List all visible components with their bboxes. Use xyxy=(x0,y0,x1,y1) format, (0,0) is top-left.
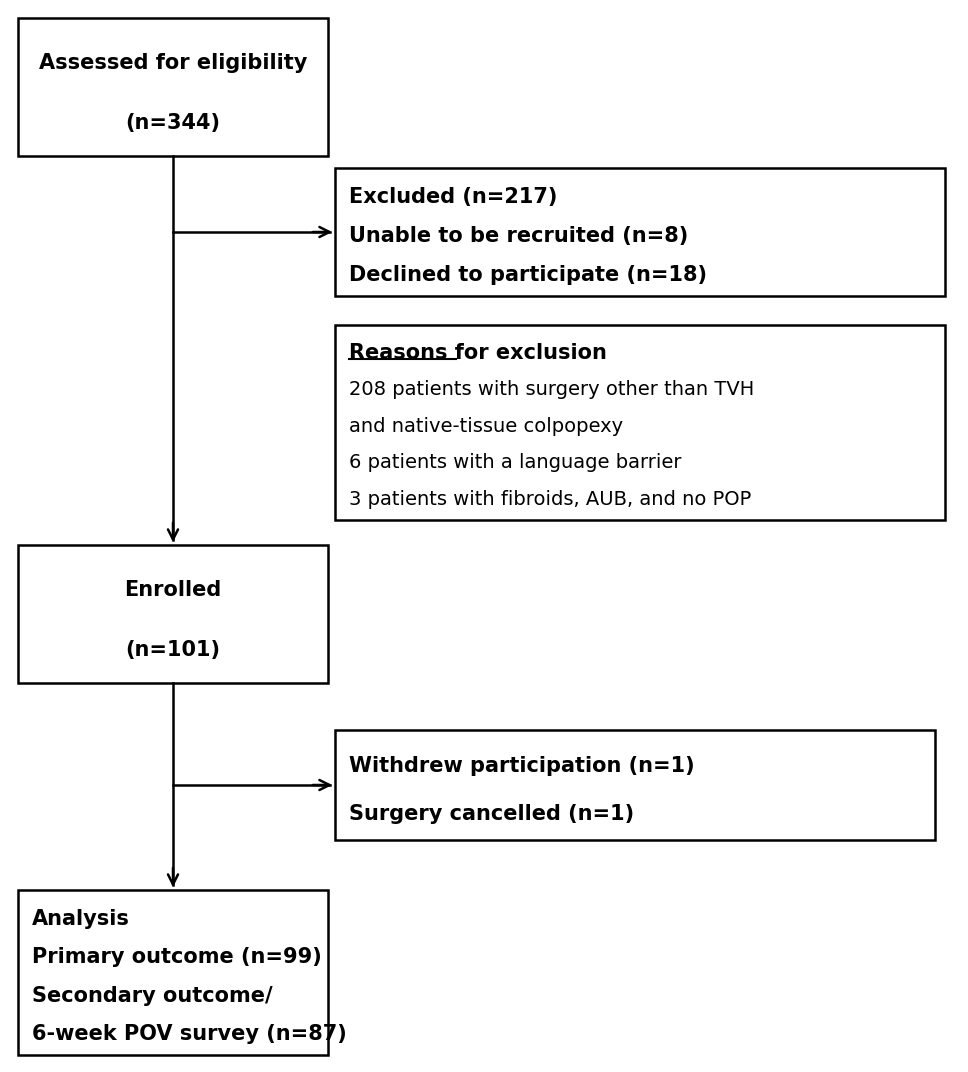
Text: 6-week POV survey (n=87): 6-week POV survey (n=87) xyxy=(32,1024,347,1044)
Bar xyxy=(18,890,328,1055)
Bar xyxy=(335,168,945,296)
Text: (n=101): (n=101) xyxy=(126,640,221,660)
Text: and native-tissue colpopexy: and native-tissue colpopexy xyxy=(349,417,623,435)
Bar xyxy=(335,325,945,520)
Text: Primary outcome (n=99): Primary outcome (n=99) xyxy=(32,948,321,967)
Bar xyxy=(18,545,328,683)
Text: Enrolled: Enrolled xyxy=(124,580,222,600)
Text: Surgery cancelled (n=1): Surgery cancelled (n=1) xyxy=(349,804,634,823)
Bar xyxy=(335,730,935,840)
Text: 3 patients with fibroids, AUB, and no POP: 3 patients with fibroids, AUB, and no PO… xyxy=(349,490,751,509)
Text: Declined to participate (n=18): Declined to participate (n=18) xyxy=(349,265,707,285)
Text: Withdrew participation (n=1): Withdrew participation (n=1) xyxy=(349,756,695,776)
Text: Unable to be recruited (n=8): Unable to be recruited (n=8) xyxy=(349,226,688,245)
Text: Secondary outcome/: Secondary outcome/ xyxy=(32,985,273,1006)
Bar xyxy=(18,18,328,157)
Text: Analysis: Analysis xyxy=(32,909,130,928)
Text: Reasons for exclusion: Reasons for exclusion xyxy=(349,343,607,362)
Text: 6 patients with a language barrier: 6 patients with a language barrier xyxy=(349,453,681,473)
Text: (n=344): (n=344) xyxy=(126,113,221,133)
Text: 208 patients with surgery other than TVH: 208 patients with surgery other than TVH xyxy=(349,379,754,399)
Text: Assessed for eligibility: Assessed for eligibility xyxy=(39,53,307,73)
Text: Excluded (n=217): Excluded (n=217) xyxy=(349,188,558,207)
